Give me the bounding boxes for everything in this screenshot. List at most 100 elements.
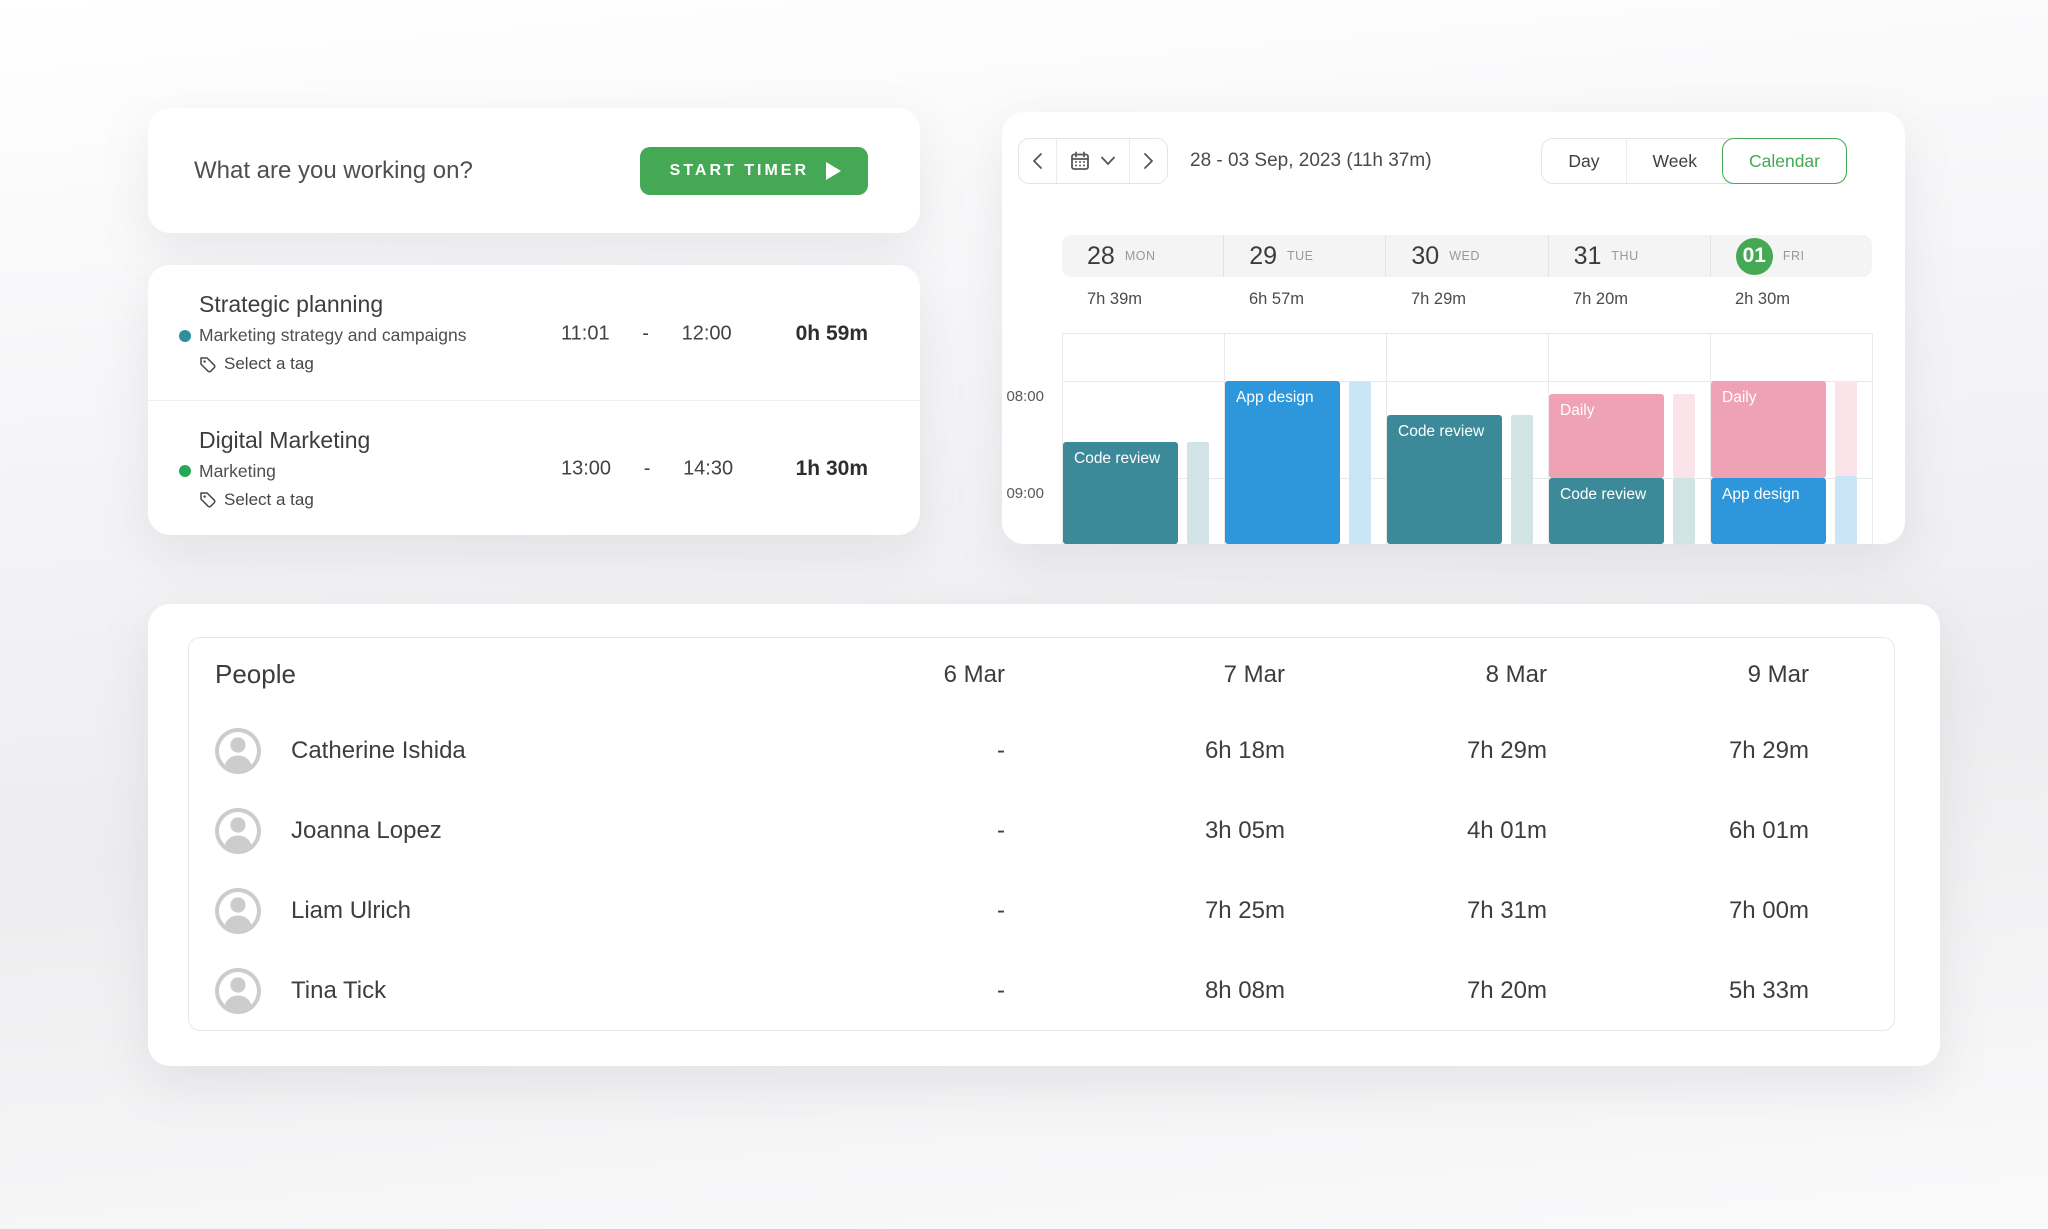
calendar-grid: 08:00 09:00 Code review App design Code revi…	[1006, 333, 1873, 544]
date-column-header: 7 Mar	[1223, 660, 1285, 688]
entry-project: Marketing strategy and campaigns	[199, 325, 467, 345]
person-name: Joanna Lopez	[291, 817, 442, 844]
table-row[interactable]: Liam Ulrich - 7h 25m 7h 31m 7h 00m	[215, 871, 1809, 951]
select-tag-button[interactable]: Select a tag	[199, 490, 370, 510]
chevron-right-icon	[1144, 153, 1153, 169]
mini-event-strip[interactable]	[1673, 394, 1695, 478]
calendar-event[interactable]: Code review	[1549, 478, 1664, 544]
time-cell: -	[997, 737, 1005, 764]
day-number: 30	[1411, 241, 1440, 270]
date-range-label: 28 - 03 Sep, 2023 (11h 37m)	[1190, 150, 1432, 171]
time-cell: -	[997, 897, 1005, 924]
avatar	[215, 968, 261, 1014]
timer-card: What are you working on? START TIMER	[148, 108, 920, 233]
tag-icon	[200, 356, 216, 373]
day-header-cell[interactable]: 01 FRI	[1709, 235, 1872, 277]
day-total: 2h 30m	[1735, 290, 1791, 308]
calendar-header: 28 - 03 Sep, 2023 (11h 37m) Day Week Cal…	[1018, 138, 1875, 184]
time-entry-row[interactable]: Digital Marketing Marketing Select a tag…	[148, 400, 920, 535]
entry-times: 11:01 - 12:00	[561, 322, 732, 345]
entry-info: Strategic planning Marketing strategy an…	[148, 291, 467, 374]
grid-column-line	[1224, 333, 1225, 544]
view-toggle: Day Week Calendar	[1541, 138, 1847, 184]
mini-event-strip[interactable]	[1835, 381, 1857, 476]
calendar-event[interactable]: Code review	[1387, 415, 1502, 544]
entry-title: Strategic planning	[199, 291, 384, 317]
time-cell: -	[997, 977, 1005, 1004]
hour-label: 09:00	[1006, 485, 1044, 502]
time-entry-row[interactable]: Strategic planning Marketing strategy an…	[148, 265, 920, 400]
select-tag-button[interactable]: Select a tag	[199, 354, 467, 374]
time-cell: 6h 01m	[1728, 817, 1809, 844]
grid-column-line	[1062, 333, 1063, 544]
view-toggle-calendar[interactable]: Calendar	[1721, 138, 1847, 184]
people-table-header: People 6 Mar 7 Mar 8 Mar 9 Mar	[215, 638, 1809, 711]
view-toggle-day[interactable]: Day	[1568, 150, 1600, 171]
day-header-bar: 28 MON 29 TUE 30 WED 31 THU 01 FRI	[1062, 235, 1872, 277]
timer-input[interactable]: What are you working on?	[194, 156, 473, 184]
calendar-event[interactable]: Code review	[1063, 442, 1178, 544]
calendar-event[interactable]: Daily	[1711, 381, 1826, 478]
hour-label: 08:00	[1006, 388, 1044, 405]
event-label: App design	[1722, 486, 1800, 503]
person-name: Liam Ulrich	[291, 897, 412, 924]
table-row[interactable]: Tina Tick - 8h 08m 7h 20m 5h 33m	[215, 951, 1809, 1031]
day-number: 31	[1573, 241, 1602, 270]
chevron-left-icon	[1033, 153, 1042, 169]
mini-event-strip[interactable]	[1835, 476, 1857, 544]
event-label: Daily	[1560, 402, 1595, 419]
calendar-icon	[1071, 151, 1089, 170]
mini-event-strip[interactable]	[1349, 381, 1371, 544]
day-total: 7h 29m	[1411, 290, 1467, 308]
mini-event-strip[interactable]	[1187, 442, 1209, 544]
day-number: 01	[1735, 237, 1773, 275]
grid-column-line	[1386, 333, 1387, 544]
entry-start-time[interactable]: 11:01	[561, 322, 610, 344]
calendar-event[interactable]: App design	[1711, 478, 1826, 544]
event-label: Code review	[1398, 423, 1485, 440]
start-timer-button[interactable]: START TIMER	[639, 146, 868, 195]
calendar-event[interactable]: Daily	[1549, 394, 1664, 478]
day-header-cell[interactable]: 29 TUE	[1223, 235, 1385, 277]
select-tag-label: Select a tag	[224, 489, 314, 509]
next-week-button[interactable]	[1129, 139, 1167, 183]
select-tag-label: Select a tag	[224, 354, 314, 373]
entry-duration: 0h 59m	[795, 321, 868, 345]
entry-end-time[interactable]: 14:30	[683, 457, 734, 480]
time-cell: 4h 01m	[1466, 817, 1547, 844]
table-row[interactable]: Joanna Lopez - 3h 05m 4h 01m 6h 01m	[215, 791, 1809, 871]
start-timer-label: START TIMER	[669, 161, 809, 179]
time-cell: 6h 18m	[1204, 737, 1285, 764]
calendar-nav-group	[1018, 138, 1168, 184]
mini-event-strip[interactable]	[1511, 415, 1533, 544]
avatar	[215, 888, 261, 934]
mini-event-strip[interactable]	[1673, 478, 1695, 544]
day-header-cell[interactable]: 28 MON	[1062, 235, 1223, 277]
table-row[interactable]: Catherine Ishida - 6h 18m 7h 29m 7h 29m	[215, 711, 1809, 791]
project-color-dot	[179, 465, 191, 477]
day-abbreviation: MON	[1124, 249, 1156, 263]
day-header-cell[interactable]: 30 WED	[1385, 235, 1547, 277]
event-label: Code review	[1074, 450, 1161, 467]
entry-end-time[interactable]: 12:00	[681, 322, 732, 344]
entry-project: Marketing	[199, 460, 276, 481]
calendar-card: 28 - 03 Sep, 2023 (11h 37m) Day Week Cal…	[1002, 112, 1905, 544]
date-column-header: 9 Mar	[1747, 660, 1809, 688]
chevron-down-icon	[1101, 156, 1115, 165]
day-header-cell[interactable]: 31 THU	[1547, 235, 1710, 277]
project-color-dot	[179, 329, 191, 342]
date-picker-button[interactable]	[1056, 139, 1129, 183]
calendar-event[interactable]: App design	[1225, 381, 1340, 544]
grid-hour-line	[1062, 381, 1872, 382]
person-name: Catherine Ishida	[291, 737, 466, 764]
event-label: App design	[1236, 389, 1314, 406]
people-card: People 6 Mar 7 Mar 8 Mar 9 Mar Catherine…	[148, 604, 1940, 1066]
prev-week-button[interactable]	[1019, 139, 1056, 183]
day-abbreviation: TUE	[1287, 249, 1314, 263]
day-number: 28	[1087, 241, 1115, 270]
play-icon	[826, 161, 841, 180]
entry-times: 13:00 - 14:30	[561, 458, 733, 481]
entry-start-time[interactable]: 13:00	[561, 457, 612, 480]
view-toggle-week[interactable]: Week	[1625, 139, 1723, 183]
